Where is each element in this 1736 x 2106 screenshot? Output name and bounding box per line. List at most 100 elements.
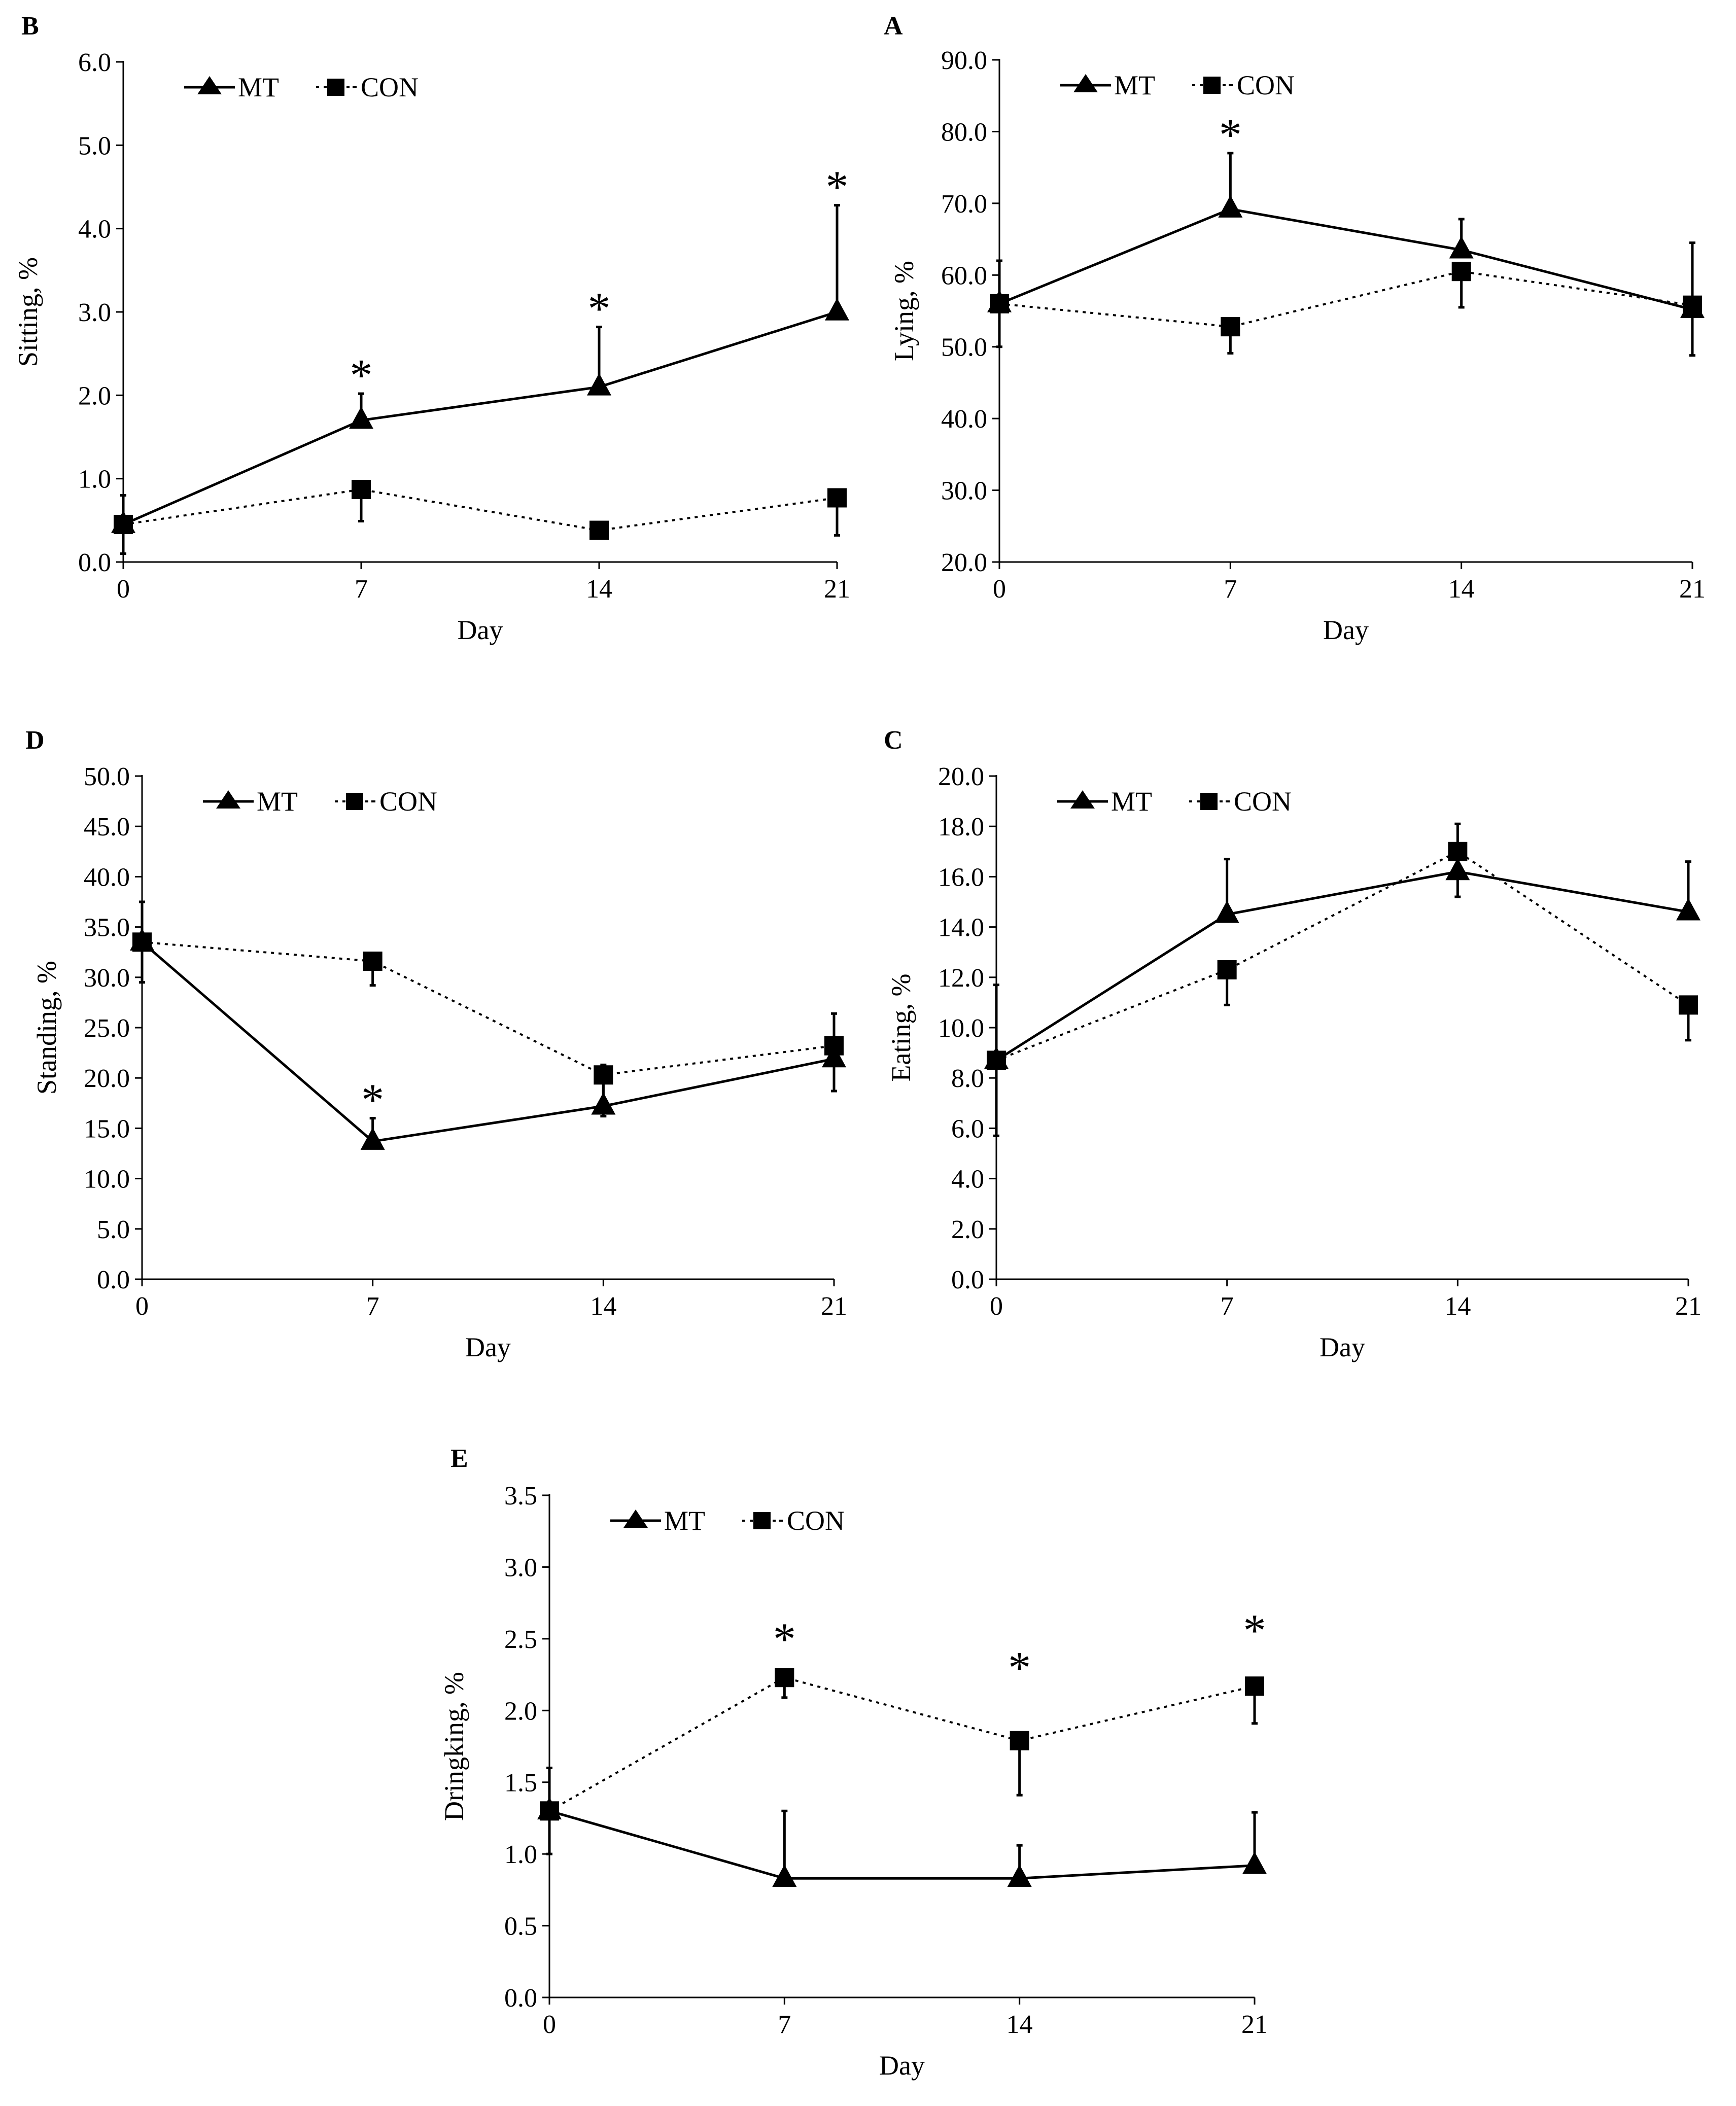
- legend: MT CON: [1057, 786, 1292, 817]
- series-line: [123, 488, 838, 532]
- series-line: [996, 850, 1689, 1062]
- y-tick-label: 40.0: [941, 405, 987, 434]
- y-tick-label: 20.0: [941, 548, 987, 577]
- x-tick-label: 21: [824, 575, 850, 604]
- legend-label-mt: MT: [238, 72, 279, 102]
- x-tick-label: 14: [1444, 1292, 1471, 1321]
- data-point-square: [990, 294, 1009, 313]
- data-point-square: [987, 1050, 1006, 1070]
- legend: MT CON: [1060, 70, 1295, 100]
- y-tick-label: 4.0: [78, 215, 111, 244]
- data-point-triangle: [772, 1864, 797, 1887]
- chart-panel-b: B 0.0 1.0 2.0 3.0 4.0 5.0 6.0 0 7 14 21 Day Sitting, …: [13, 12, 850, 645]
- significance-star: *: [1219, 110, 1242, 160]
- y-tick-label: 0.0: [504, 1984, 537, 2013]
- data-point-triangle: [1214, 900, 1239, 923]
- data-point-square: [1448, 841, 1468, 861]
- legend-label-mt: MT: [664, 1505, 705, 1536]
- data-point-square: [1679, 995, 1698, 1015]
- legend-label-mt: MT: [1111, 786, 1152, 817]
- y-tick-label: 6.0: [78, 48, 111, 77]
- y-axis-title: Sitting, %: [13, 257, 43, 367]
- data-point-square: [352, 480, 371, 500]
- y-tick-label: 25.0: [84, 1014, 130, 1043]
- y-tick-label: 20.0: [938, 762, 984, 791]
- x-tick-label: 0: [117, 575, 130, 604]
- chart-panel-c: C 0.0 2.0 4.0 6.0 8.0 10.0 12.0 14.0 16.0 18.0 20.0…: [884, 726, 1702, 1362]
- y-tick-label: 0.0: [78, 548, 111, 577]
- y-tick-label: 5.0: [78, 131, 111, 160]
- legend-label-con: CON: [1237, 70, 1295, 100]
- legend-marker-square: [1203, 77, 1221, 94]
- x-tick-label: 14: [1006, 2010, 1033, 2039]
- y-tick-label: 60.0: [941, 261, 987, 290]
- x-axis-title: Day: [458, 615, 503, 645]
- y-tick-label: 15.0: [84, 1114, 130, 1143]
- y-tick-label: 1.5: [504, 1769, 537, 1798]
- panel-letter: D: [25, 726, 45, 755]
- data-point-square: [589, 520, 609, 540]
- panel-letter: C: [884, 726, 903, 755]
- chart-panel-d: D 0.0 5.0 10.0 15.0 20.0 25.0 30.0 35.0 40.0 45.0 5…: [25, 726, 847, 1362]
- y-tick-label: 50.0: [84, 762, 130, 791]
- significance-star: *: [350, 350, 373, 401]
- y-tick-label: 30.0: [941, 477, 987, 506]
- y-tick-label: 12.0: [938, 964, 984, 993]
- data-point-square: [824, 1036, 844, 1056]
- x-tick-label: 21: [821, 1292, 847, 1321]
- y-tick-label: 2.0: [504, 1697, 537, 1726]
- y-axis-title: Lying, %: [889, 261, 919, 361]
- y-tick-label: 6.0: [951, 1114, 984, 1143]
- significance-star: *: [1243, 1606, 1266, 1656]
- data-point-triangle: [349, 406, 373, 429]
- x-tick-label: 21: [1675, 1292, 1702, 1321]
- data-point-square: [540, 1801, 559, 1821]
- series-mt: * * *: [111, 162, 849, 533]
- series-line: [999, 207, 1693, 311]
- x-tick-label: 14: [1448, 575, 1475, 604]
- data-point-square: [1221, 317, 1240, 337]
- series-con: * * *: [540, 1606, 1266, 1855]
- y-tick-label: 18.0: [938, 813, 984, 841]
- data-point-triangle: [360, 1127, 385, 1150]
- x-tick-label: 0: [993, 575, 1006, 604]
- legend-label-con: CON: [361, 72, 419, 102]
- y-tick-label: 20.0: [84, 1064, 130, 1093]
- legend-label-con: CON: [1234, 786, 1292, 817]
- data-point-square: [827, 488, 847, 508]
- legend-marker-triangle: [197, 76, 222, 94]
- y-tick-label: 70.0: [941, 190, 987, 219]
- y-tick-label: 90.0: [941, 46, 987, 75]
- legend: MT CON: [203, 786, 437, 817]
- x-tick-label: 7: [366, 1292, 379, 1321]
- chart-panel-e: E 0.0 0.5 1.0 1.5 2.0 2.5 3.0 3.5 0 7 14 21 Day Dringk…: [439, 1444, 1268, 2081]
- x-tick-label: 7: [778, 2010, 791, 2039]
- y-axis-title: Standing, %: [31, 961, 62, 1095]
- x-tick-label: 7: [355, 575, 368, 604]
- y-tick-label: 3.0: [78, 298, 111, 327]
- x-tick-label: 14: [590, 1292, 616, 1321]
- y-tick-label: 40.0: [84, 863, 130, 892]
- series-con: [132, 932, 844, 1118]
- data-point-square: [594, 1065, 613, 1085]
- x-tick-label: 7: [1224, 575, 1237, 604]
- x-tick-label: 0: [990, 1292, 1003, 1321]
- y-tick-label: 1.0: [78, 465, 111, 494]
- legend-label-con: CON: [787, 1505, 845, 1536]
- data-point-square: [1683, 295, 1702, 315]
- y-tick-label: 2.0: [951, 1215, 984, 1244]
- panel-letter: E: [450, 1444, 468, 1473]
- series-line: [999, 270, 1693, 328]
- x-tick-label: 7: [1221, 1292, 1234, 1321]
- panel-letter: B: [21, 12, 39, 41]
- data-point-square: [132, 932, 152, 952]
- y-tick-label: 0.0: [97, 1266, 130, 1294]
- series-con: [990, 262, 1702, 357]
- series-con: [987, 841, 1698, 1137]
- y-tick-label: 2.5: [504, 1625, 537, 1654]
- data-point-triangle: [1242, 1851, 1267, 1874]
- y-tick-label: 14.0: [938, 914, 984, 942]
- panel-letter: A: [884, 12, 903, 41]
- data-point-triangle: [1218, 195, 1243, 218]
